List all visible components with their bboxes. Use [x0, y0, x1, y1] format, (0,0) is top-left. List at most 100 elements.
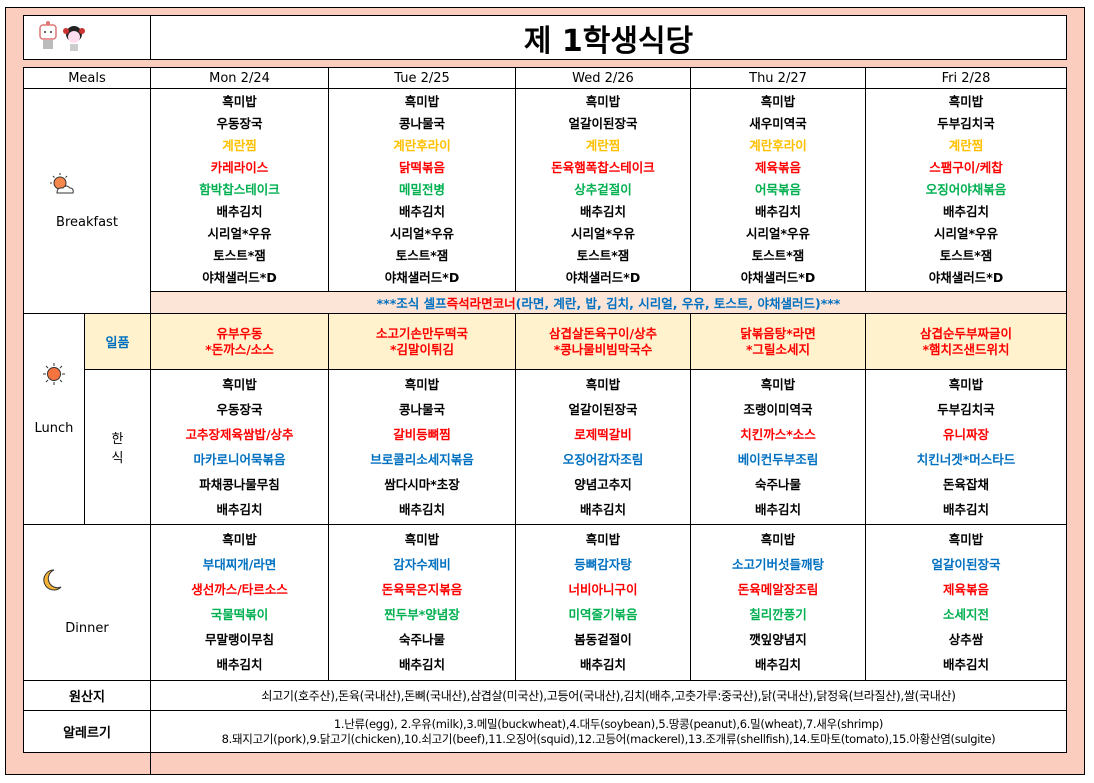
menu-item: 우동장국: [216, 401, 263, 417]
allergy-text: 1.난류(egg), 2.우유(milk),3.메밀(buckwheat),4.…: [150, 710, 1067, 753]
menu-item: 흑미밥: [760, 94, 796, 110]
menu-item: 오징어야채볶음: [925, 182, 1007, 198]
menu-item: 부대찌개/라면: [202, 556, 277, 572]
menu-item: 소세지전: [942, 607, 989, 623]
breakfast-wed: 흑미밥 얼갈이된장국 계란찜 돈육햄폭찹스테이크 상추겉절이 배추김치 시리얼*우유 토스트*…: [515, 88, 691, 292]
hansik-label: 한 식: [84, 369, 151, 525]
lunch-label-text: Lunch: [34, 420, 74, 436]
menu-item: 제육볶음: [942, 582, 989, 598]
menu-item: 카레라이스: [210, 160, 269, 176]
menu-item: 배추김치: [216, 204, 263, 220]
lunch-special-wed: 삼겹살돈육구이/상추 *콩나물비빔막국수: [515, 313, 691, 370]
menu-item: 생선까스/타르소스: [191, 582, 288, 598]
menu-item: 배추김치: [754, 204, 801, 220]
sun-icon: [43, 362, 65, 385]
menu-item: 배추김치: [942, 501, 989, 517]
menu-item: *돈까스/소스: [205, 341, 274, 357]
meals-header: Meals: [23, 67, 151, 89]
mascot-logo-icon: [39, 20, 85, 51]
menu-item: 흑미밥: [222, 376, 257, 392]
menu-item: 배추김치: [754, 657, 801, 673]
allergy-label: 알레르기: [23, 710, 151, 753]
dinner-wed: 흑미밥 등뼈감자탕 너비아니구이 미역줄기볶음 봄동겉절이 배추김치: [515, 524, 691, 681]
menu-item: 배추김치: [942, 657, 989, 673]
menu-item: 쌈다시마*초장: [384, 476, 460, 492]
lunch-label: Lunch: [23, 313, 85, 525]
menu-item: 흑미밥: [222, 531, 257, 547]
hansik-label-2: 식: [111, 451, 124, 466]
day-header-mon: Mon 2/24: [150, 67, 329, 89]
menu-item: 계란찜: [585, 138, 621, 154]
dinner-thu: 흑미밥 소고기버섯들깨탕 돈육메알장조림 칠리깐풍기 깻잎양념지 배추김치: [690, 524, 866, 681]
crescent-moon-icon: [43, 569, 62, 591]
menu-item: 시리얼*우유: [389, 226, 455, 242]
menu-item: 계란찜: [222, 138, 257, 154]
menu-item: 소고기버섯들깨탕: [731, 556, 824, 572]
allergy-line-1: 1.난류(egg), 2.우유(milk),3.메밀(buckwheat),4.…: [333, 716, 884, 731]
day-header-fri: Fri 2/28: [865, 67, 1067, 89]
menu-item: 토스트*잼: [576, 248, 630, 264]
menu-item: 치킨너겟*머스타드: [916, 451, 1016, 467]
menu-item: 닭볶음탕*라면: [740, 325, 816, 341]
breakfast-label: Breakfast: [23, 88, 151, 314]
dinner-label: Dinner: [23, 524, 151, 681]
menu-item: 메밀전병: [398, 182, 445, 198]
menu-item: 배추김치: [579, 657, 626, 673]
menu-item: 계란후라이: [749, 138, 807, 154]
breakfast-tue: 흑미밥 콩나물국 계란후라이 닭떡볶음 메밀전병 배추김치 시리얼*우유 토스트*잼 야채샐러드…: [328, 88, 516, 292]
menu-item: *그릴소세지: [745, 341, 811, 357]
menu-item: 야채샐러드*D: [928, 270, 1004, 286]
sun-cloud-icon: [50, 172, 74, 193]
menu-item: 계란후라이: [393, 138, 451, 154]
menu-item: 상추겉절이: [574, 182, 632, 198]
menu-item: 콩나물국: [398, 401, 445, 417]
menu-item: 브로콜리소세지볶음: [370, 451, 474, 467]
breakfast-mon: 흑미밥 우동장국 계란찜 카레라이스 함박찹스테이크 배추김치 시리얼*우유 토스트*잼 야채샐…: [150, 88, 329, 292]
menu-item: 계란찜: [948, 138, 984, 154]
bottom-divider: [150, 752, 151, 775]
menu-item: 야채샐러드*D: [565, 270, 641, 286]
menu-item: 너비아니구이: [568, 582, 638, 598]
menu-item: 얼갈이된장국: [568, 401, 638, 417]
menu-item: 우동장국: [216, 116, 263, 132]
menu-item: 유니짜장: [942, 426, 989, 442]
menu-item: 찐두부*양념장: [384, 607, 460, 623]
menu-item: 흑미밥: [948, 531, 984, 547]
origin-label: 원산지: [23, 680, 151, 711]
lunch-hansik-mon: 흑미밥 우동장국 고추장제육쌈밥/상추 마카로니어묵볶음 파채콩나물무침 배추김치: [150, 369, 329, 525]
menu-item: *콩나물비빔막국수: [553, 341, 653, 357]
menu-item: 깻잎양념지: [749, 632, 807, 648]
menu-item: 얼갈이된장국: [568, 116, 638, 132]
day-header-thu: Thu 2/27: [690, 67, 866, 89]
menu-item: 로제떡갈비: [574, 426, 632, 442]
menu-item: 감자수제비: [393, 556, 451, 572]
menu-item: 두부김치국: [937, 401, 995, 417]
allergy-line-2: 8.돼지고기(pork),9.닭고기(chicken),10.쇠고기(beef)…: [221, 731, 996, 746]
menu-item: 함박찹스테이크: [199, 182, 280, 198]
breakfast-thu: 흑미밥 새우미역국 계란후라이 제육볶음 어묵볶음 배추김치 시리얼*우유 토스트*잼 야채샐러…: [690, 88, 866, 292]
menu-item: 시리얼*우유: [207, 226, 272, 242]
menu-item: 국물떡볶이: [210, 607, 269, 623]
menu-item: 토스트*잼: [213, 248, 266, 264]
menu-item: 스팸구이/케찹: [929, 160, 1003, 176]
menu-item: 삼겹살돈육구이/상추: [548, 325, 658, 341]
menu-item: 흑미밥: [760, 531, 796, 547]
menu-item: 어묵볶음: [754, 182, 801, 198]
menu-item: 배추김치: [216, 657, 263, 673]
hansik-label-1: 한: [111, 432, 124, 447]
menu-item: 숙주나물: [754, 476, 801, 492]
banner-text-2: 즉석라면코너: [446, 296, 516, 311]
menu-item: 배추김치: [398, 657, 445, 673]
menu-item: 야채샐러드*D: [740, 270, 816, 286]
day-header-tue: Tue 2/25: [328, 67, 516, 89]
lunch-special-fri: 삼겹순두부짜글이 *햄치즈샌드위치: [865, 313, 1067, 370]
menu-item: 토스트*잼: [751, 248, 805, 264]
menu-item: 돈육묵은지볶음: [381, 582, 463, 598]
banner-text-3: (라면, 계란, 밥, 김치, 시리얼, 우유, 토스트, 야채샐러드)***: [515, 296, 841, 311]
dinner-fri: 흑미밥 얼갈이된장국 제육볶음 소세지전 상추쌈 배추김치: [865, 524, 1067, 681]
menu-item: 흑미밥: [404, 94, 440, 110]
menu-item: 토스트*잼: [939, 248, 993, 264]
menu-item: 야채샐러드*D: [202, 270, 277, 286]
menu-item: 새우미역국: [749, 116, 807, 132]
banner-text-1: ***조식 셀프: [376, 296, 447, 311]
